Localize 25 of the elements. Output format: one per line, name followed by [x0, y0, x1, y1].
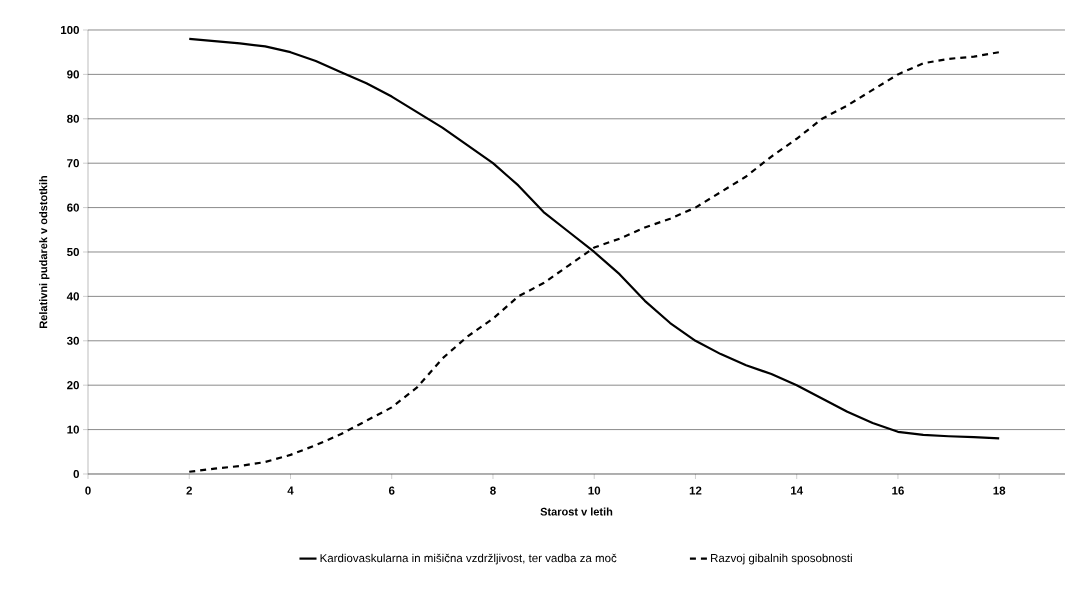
- x-tick-label: 12: [689, 486, 702, 495]
- legend-label: Razvoj gibalnih sposobnosti: [711, 553, 852, 565]
- y-tick-label: 30: [66, 336, 80, 345]
- y-tick-label: 0: [73, 469, 80, 479]
- y-tick-label: 100: [61, 25, 79, 35]
- y-tick-label: 50: [67, 247, 80, 257]
- y-tick-label: 70: [67, 159, 80, 168]
- x-tick-label: 0: [85, 486, 91, 495]
- x-axis-title: Starost v letih: [540, 507, 613, 516]
- x-tick-label: 10: [588, 486, 601, 495]
- y-tick-label: 20: [67, 381, 80, 390]
- x-tick-label: 6: [388, 486, 395, 495]
- y-axis-title: Relativni pudarek v odstotkih: [39, 175, 50, 328]
- x-tick-label: 8: [490, 486, 496, 495]
- legend-label: Kardiovaskularna in mišična vzdržljivost, ter vadba za moč: [320, 553, 617, 565]
- x-tick-label: 18: [993, 486, 1006, 495]
- x-tick-label: 2: [186, 486, 192, 495]
- y-tick-label: 10: [67, 425, 80, 434]
- y-tick-label: 60: [67, 203, 80, 212]
- x-tick-label: 4: [287, 486, 294, 495]
- x-tick-label: 14: [791, 486, 804, 495]
- x-tick-label: 16: [892, 486, 904, 495]
- y-tick-label: 90: [67, 70, 80, 79]
- y-tick-label: 80: [67, 114, 80, 123]
- y-tick-label: 40: [66, 292, 80, 301]
